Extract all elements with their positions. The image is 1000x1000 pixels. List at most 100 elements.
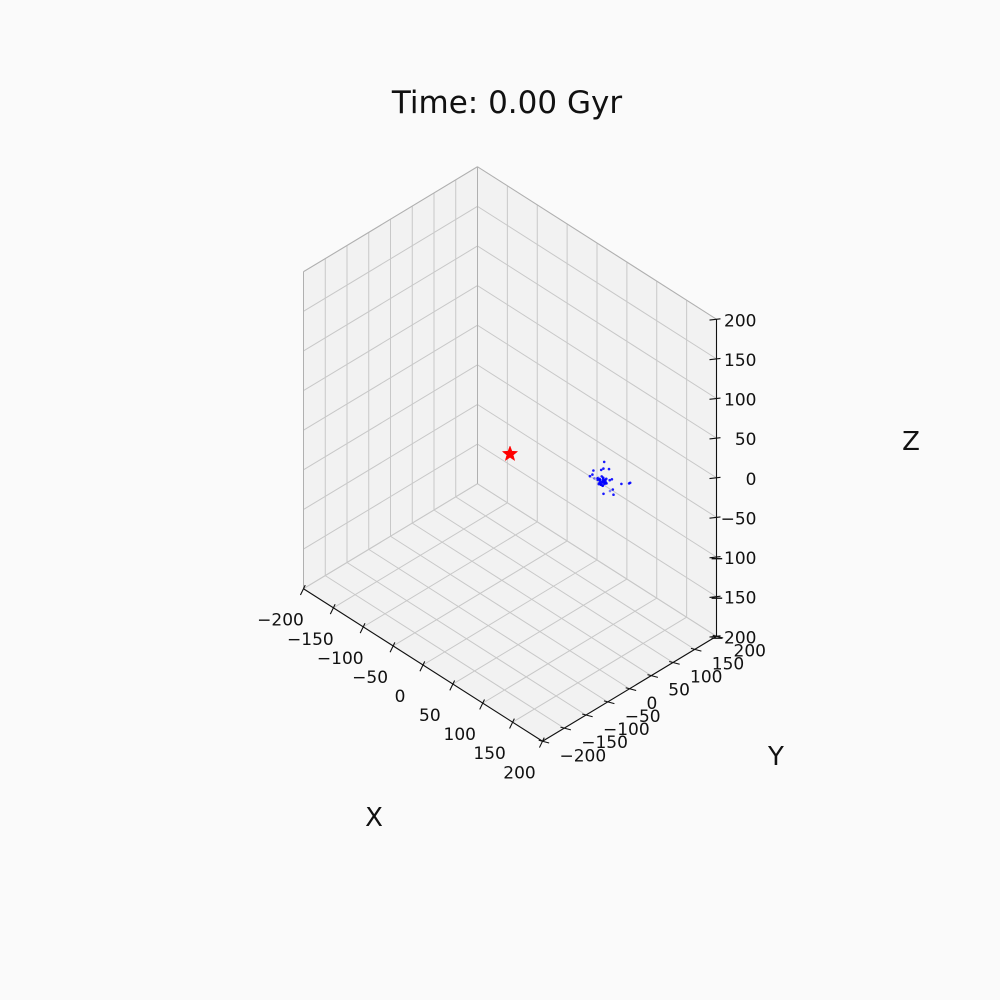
y-tick-mark (582, 713, 593, 718)
x-tick-mark (419, 661, 426, 672)
particle-point (597, 482, 601, 486)
particle-point (628, 481, 632, 485)
particle-point (593, 477, 596, 480)
x-tick-label: −200 (257, 611, 304, 631)
x-tick-label: −100 (317, 649, 364, 669)
x-tick-mark (299, 584, 306, 596)
z-tick-label: 100 (724, 391, 756, 411)
gridline-back-z (477, 324, 717, 479)
z-tick-mark (709, 437, 721, 440)
gridline-back-z (477, 205, 717, 360)
z-tick-label: 0 (746, 470, 757, 490)
gridline-floor-y (433, 509, 674, 663)
y-tick-mark (538, 739, 550, 744)
y-tick-label: 100 (690, 668, 722, 688)
particle-point (592, 469, 595, 472)
particle-point (596, 477, 599, 480)
particle-point (608, 478, 611, 482)
x-tick-label: 0 (395, 687, 406, 707)
y-tick-label: −150 (581, 733, 628, 753)
particle-point (608, 489, 612, 493)
particle-point (588, 474, 592, 478)
particle-point (601, 484, 604, 487)
y-tick-label: 150 (712, 654, 744, 674)
z-tick-mark (709, 595, 721, 599)
particle-point (599, 468, 603, 472)
x-tick-label: −150 (287, 630, 334, 650)
z-tick-label: −200 (710, 628, 757, 648)
z-tick-label: 200 (724, 311, 756, 331)
pane-edge (477, 166, 717, 320)
particle-point (591, 473, 594, 476)
pane-edge (303, 166, 478, 273)
gridline-back-z (477, 285, 717, 439)
y-tick-label: 0 (647, 694, 658, 714)
z-tick-label: 50 (735, 430, 757, 450)
y-tick-mark (560, 726, 572, 731)
x-tick-label: 100 (444, 725, 476, 745)
chart-title: Time: 0.00 Gyr (391, 85, 622, 121)
z-tick-label: −50 (721, 509, 757, 529)
x-tick-mark (359, 623, 366, 634)
gridline-floor-y (411, 522, 652, 677)
z-axis-label: Z (902, 427, 920, 457)
z-tick-mark (709, 318, 721, 321)
gridline-floor-y (455, 496, 696, 650)
y-tick-mark (669, 660, 680, 665)
x-tick-label: −50 (352, 668, 388, 688)
particle-point (612, 493, 615, 497)
y-tick-mark (690, 647, 702, 652)
particle-point (602, 479, 606, 482)
x-tick-mark (449, 680, 456, 691)
particle-point (602, 492, 605, 496)
y-tick-label: 200 (734, 641, 766, 661)
gridline-back-z (477, 245, 717, 399)
particle-point (604, 481, 608, 485)
y-tick-mark (712, 634, 724, 639)
y-tick-label: 50 (668, 681, 690, 701)
particle-point (598, 478, 602, 482)
gridline-side-z (303, 324, 478, 431)
x-tick-label: 200 (503, 763, 535, 783)
particle-point (602, 467, 605, 470)
x-tick-label: 50 (419, 706, 441, 726)
x-tick-mark (329, 603, 336, 615)
gridline-floor-y (477, 483, 717, 637)
gridline-floor-x (482, 597, 658, 704)
gridline-side-z (303, 205, 478, 312)
tick-labels: −200−200−200−150−150−150−100−100−100−50−… (257, 311, 766, 783)
gridline-side-z (303, 285, 478, 392)
y-tick-label: −100 (603, 720, 650, 740)
z-tick-mark (709, 516, 721, 519)
x-axis-label: X (365, 803, 383, 833)
axes (299, 318, 724, 748)
gridline-floor-x (512, 616, 687, 723)
particle-point (611, 488, 615, 491)
y-axis-label: Y (767, 742, 784, 772)
y-tick-mark (625, 687, 637, 692)
z-tick-label: −100 (710, 549, 757, 569)
y-tick-mark (647, 674, 659, 678)
x-tick-mark (509, 718, 515, 729)
y-tick-label: −50 (625, 707, 661, 727)
z-tick-mark (709, 357, 721, 361)
particle-cluster (588, 460, 632, 497)
particle-point (607, 467, 611, 471)
gridline-floor-x (452, 578, 628, 685)
x-tick-label: 150 (473, 744, 505, 764)
y-tick-label: −200 (560, 746, 607, 766)
gridlines (303, 166, 717, 742)
x-tick-mark (479, 699, 485, 710)
z-tick-mark (709, 635, 721, 638)
gridline-floor-y (390, 535, 630, 690)
y-tick-mark (603, 700, 615, 705)
z-tick-mark (709, 476, 721, 480)
particle-point (605, 477, 608, 481)
particle-point (620, 482, 623, 486)
x-tick-mark (538, 737, 545, 748)
gridline-side-z (303, 245, 478, 352)
z-tick-label: 150 (724, 351, 756, 371)
z-tick-mark (709, 397, 721, 400)
star-marker-group (501, 445, 519, 462)
